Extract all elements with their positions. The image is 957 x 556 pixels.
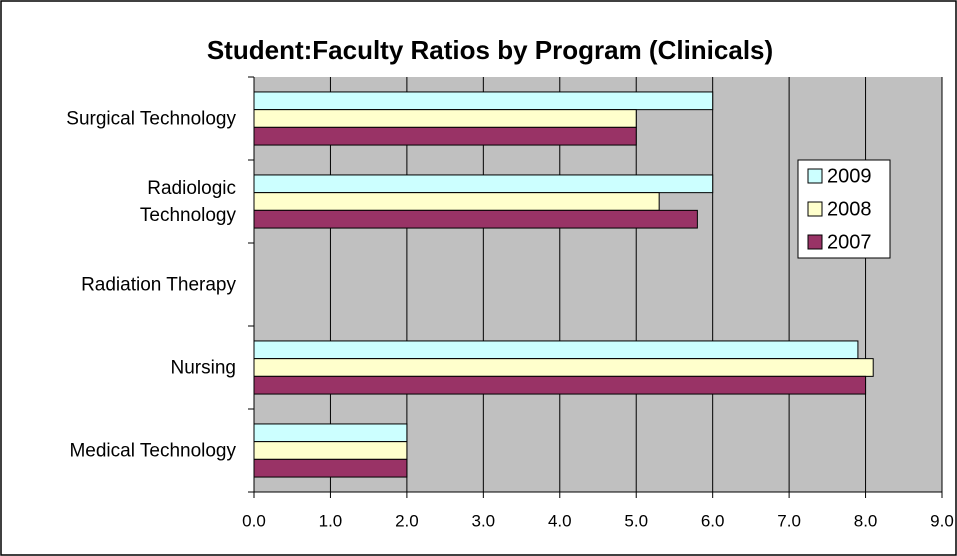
bar [253, 91, 714, 111]
y-tick-label: Radiologic Technology [139, 177, 236, 226]
legend-swatch [807, 201, 823, 217]
chart-title: Student:Faculty Ratios by Program (Clini… [207, 35, 773, 65]
legend-swatch [807, 168, 823, 184]
y-tick-label: Nursing [170, 357, 236, 378]
legend-swatch [807, 234, 823, 250]
x-tick-label: 7.0 [777, 511, 801, 530]
bar [253, 441, 408, 460]
x-tick-label: 3.0 [472, 511, 496, 530]
x-tick-label: 0.0 [242, 511, 266, 530]
plot-area [254, 77, 942, 492]
bar [253, 126, 637, 146]
bar [253, 375, 867, 395]
legend-label: 2007 [827, 231, 872, 253]
y-tick-label: Radiation Therapy [81, 274, 236, 295]
x-tick-label: 2.0 [395, 511, 419, 530]
bar [253, 358, 874, 377]
y-tick-label: Medical Technology [69, 440, 236, 461]
x-tick-label: 9.0 [930, 511, 954, 530]
y-tick-label: Surgical Technology [66, 108, 236, 129]
bar [253, 423, 408, 443]
x-tick-label: 5.0 [624, 511, 648, 530]
x-tick-label: 6.0 [701, 511, 725, 530]
bar [253, 109, 637, 128]
bar [253, 174, 714, 194]
x-tick-label: 4.0 [548, 511, 572, 530]
x-tick-label: 1.0 [319, 511, 343, 530]
legend-label: 2009 [827, 165, 872, 187]
bar [253, 192, 660, 211]
bar [253, 209, 698, 229]
x-tick-label: 8.0 [854, 511, 878, 530]
bar [253, 458, 408, 478]
legend-label: 2008 [827, 198, 872, 220]
bar [253, 340, 859, 360]
